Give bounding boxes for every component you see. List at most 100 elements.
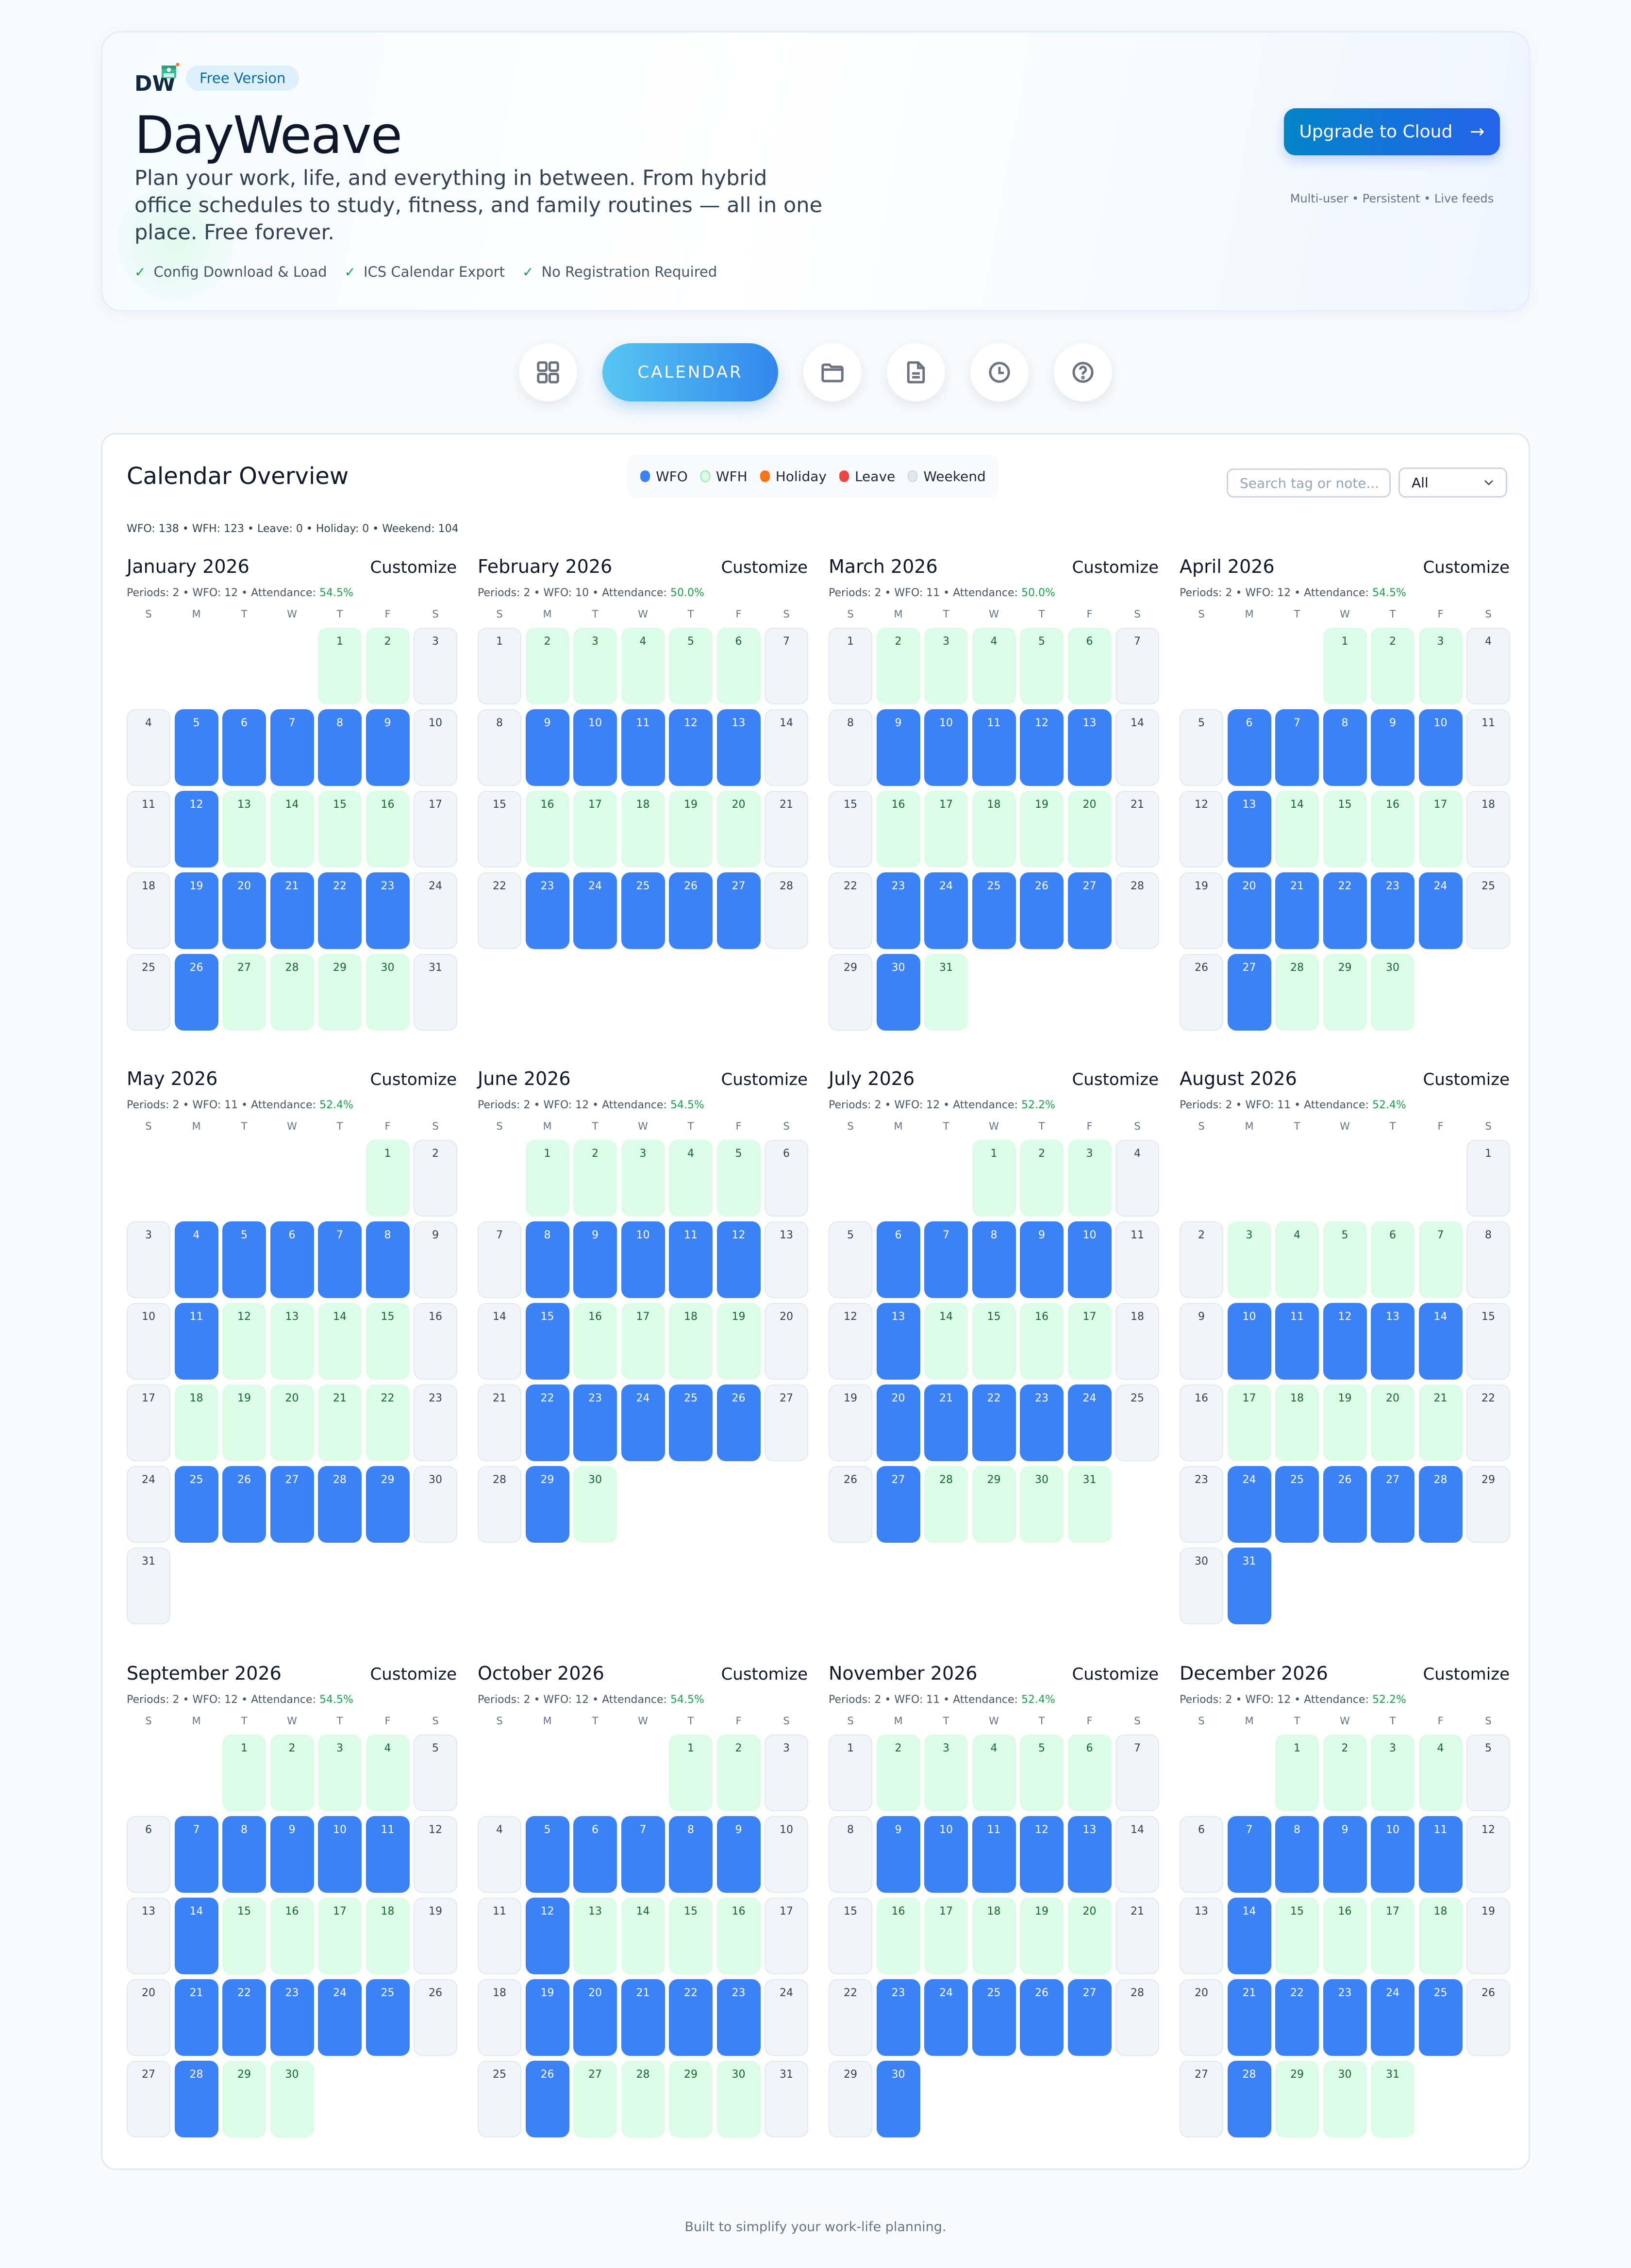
day-cell-wfo[interactable]: 9 [716, 1816, 761, 1893]
day-cell-wfo[interactable]: 24 [1371, 1979, 1415, 2056]
day-cell-wfo[interactable]: 6 [270, 1221, 314, 1298]
day-cell-wfh[interactable]: 1 [1323, 628, 1367, 704]
day-cell-wfo[interactable]: 27 [1371, 1466, 1415, 1543]
day-cell-wfh[interactable]: 18 [621, 791, 665, 867]
day-cell-wfo[interactable]: 12 [174, 791, 218, 867]
day-cell-wfh[interactable]: 6 [1371, 1221, 1415, 1298]
day-cell-wfo[interactable]: 27 [716, 872, 761, 949]
day-cell-weekend[interactable]: 25 [478, 2061, 521, 2137]
day-cell-wfo[interactable]: 12 [716, 1221, 761, 1298]
day-cell-wfo[interactable]: 19 [525, 1979, 569, 2056]
day-cell-weekend[interactable]: 3 [127, 1221, 170, 1298]
day-cell-weekend[interactable]: 7 [765, 628, 808, 704]
day-cell-wfo[interactable]: 8 [1275, 1816, 1319, 1893]
day-cell-wfo[interactable]: 8 [1323, 709, 1367, 786]
day-cell-weekend[interactable]: 10 [414, 709, 457, 786]
day-cell-wfo[interactable]: 7 [1275, 709, 1319, 786]
day-cell-wfo[interactable]: 28 [174, 2061, 218, 2137]
customize-button[interactable]: Customize [370, 1665, 457, 1684]
day-cell-wfh[interactable]: 5 [1323, 1221, 1367, 1298]
day-cell-wfh[interactable]: 3 [621, 1140, 665, 1217]
day-cell-wfo[interactable]: 10 [1227, 1303, 1271, 1380]
day-cell-weekend[interactable]: 12 [1466, 1816, 1510, 1893]
day-cell-wfo[interactable]: 5 [222, 1221, 266, 1298]
day-cell-wfh[interactable]: 17 [318, 1898, 362, 1974]
day-cell-weekend[interactable]: 22 [829, 872, 872, 949]
day-cell-wfo[interactable]: 11 [972, 1816, 1016, 1893]
customize-button[interactable]: Customize [1423, 1070, 1510, 1089]
day-cell-wfo[interactable]: 8 [525, 1221, 569, 1298]
day-cell-wfh[interactable]: 13 [573, 1898, 617, 1974]
day-cell-wfh[interactable]: 29 [318, 954, 362, 1031]
day-cell-wfh[interactable]: 30 [1323, 2061, 1367, 2137]
day-cell-weekend[interactable]: 14 [478, 1303, 521, 1380]
day-cell-wfh[interactable]: 18 [669, 1303, 713, 1380]
day-cell-wfo[interactable]: 10 [924, 709, 968, 786]
day-cell-weekend[interactable]: 24 [414, 872, 457, 949]
day-cell-wfo[interactable]: 10 [1067, 1221, 1112, 1298]
day-cell-weekend[interactable]: 2 [414, 1140, 457, 1217]
day-cell-wfo[interactable]: 8 [972, 1221, 1016, 1298]
day-cell-wfo[interactable]: 9 [1323, 1816, 1367, 1893]
day-cell-wfo[interactable]: 14 [174, 1898, 218, 1974]
day-cell-wfh[interactable]: 3 [573, 628, 617, 704]
day-cell-wfo[interactable]: 29 [525, 1466, 569, 1543]
day-cell-weekend[interactable]: 31 [127, 1548, 170, 1624]
nav-files-button[interactable] [803, 343, 862, 401]
day-cell-weekend[interactable]: 25 [1115, 1384, 1159, 1461]
day-cell-wfo[interactable]: 22 [318, 872, 362, 949]
day-cell-wfo[interactable]: 24 [924, 872, 968, 949]
day-cell-wfh[interactable]: 17 [1371, 1898, 1415, 1974]
day-cell-wfh[interactable]: 5 [669, 628, 713, 704]
day-cell-weekend[interactable]: 5 [829, 1221, 872, 1298]
day-cell-weekend[interactable]: 23 [414, 1384, 457, 1461]
day-cell-wfo[interactable]: 13 [716, 709, 761, 786]
day-cell-wfh[interactable]: 3 [1227, 1221, 1271, 1298]
day-cell-wfo[interactable]: 21 [924, 1384, 968, 1461]
nav-calendar-tab[interactable]: CALENDAR [602, 343, 778, 401]
day-cell-wfo[interactable]: 20 [1227, 872, 1271, 949]
day-cell-weekend[interactable]: 19 [414, 1898, 457, 1974]
day-cell-weekend[interactable]: 18 [127, 872, 170, 949]
day-cell-weekend[interactable]: 15 [478, 791, 521, 867]
day-cell-wfh[interactable]: 29 [1275, 2061, 1319, 2137]
day-cell-wfh[interactable]: 1 [366, 1140, 410, 1217]
day-cell-weekend[interactable]: 9 [414, 1221, 457, 1298]
day-cell-wfh[interactable]: 15 [318, 791, 362, 867]
nav-help-button[interactable] [1054, 343, 1112, 401]
day-cell-weekend[interactable]: 22 [478, 872, 521, 949]
day-cell-weekend[interactable]: 22 [1466, 1384, 1510, 1461]
day-cell-wfh[interactable]: 21 [318, 1384, 362, 1461]
day-cell-wfh[interactable]: 16 [876, 1898, 920, 1974]
customize-button[interactable]: Customize [1423, 1665, 1510, 1684]
day-cell-wfo[interactable]: 11 [669, 1221, 713, 1298]
day-cell-weekend[interactable]: 20 [765, 1303, 808, 1380]
day-cell-wfh[interactable]: 2 [366, 628, 410, 704]
day-cell-wfh[interactable]: 18 [1275, 1384, 1319, 1461]
day-cell-weekend[interactable]: 31 [765, 2061, 808, 2137]
day-cell-wfo[interactable]: 26 [1020, 1979, 1064, 2056]
day-cell-wfo[interactable]: 10 [1418, 709, 1463, 786]
day-cell-weekend[interactable]: 4 [1466, 628, 1510, 704]
day-cell-weekend[interactable]: 13 [765, 1221, 808, 1298]
day-cell-wfh[interactable]: 16 [1371, 791, 1415, 867]
day-cell-wfo[interactable]: 27 [876, 1466, 920, 1543]
day-cell-wfh[interactable]: 3 [318, 1734, 362, 1811]
customize-button[interactable]: Customize [1423, 558, 1510, 577]
day-cell-wfh[interactable]: 30 [716, 2061, 761, 2137]
day-cell-wfh[interactable]: 4 [669, 1140, 713, 1217]
day-cell-wfo[interactable]: 23 [525, 872, 569, 949]
day-cell-wfo[interactable]: 8 [366, 1221, 410, 1298]
day-cell-wfh[interactable]: 30 [366, 954, 410, 1031]
day-cell-wfh[interactable]: 15 [1323, 791, 1367, 867]
day-cell-weekend[interactable]: 14 [1115, 709, 1159, 786]
day-cell-wfo[interactable]: 22 [972, 1384, 1016, 1461]
day-cell-wfo[interactable]: 5 [525, 1816, 569, 1893]
day-cell-weekend[interactable]: 11 [478, 1898, 521, 1974]
day-cell-weekend[interactable]: 25 [1466, 872, 1510, 949]
day-cell-weekend[interactable]: 13 [127, 1898, 170, 1974]
day-cell-wfo[interactable]: 22 [1323, 872, 1367, 949]
day-cell-wfo[interactable]: 9 [270, 1816, 314, 1893]
day-cell-weekend[interactable]: 16 [1180, 1384, 1223, 1461]
day-cell-wfo[interactable]: 12 [1323, 1303, 1367, 1380]
